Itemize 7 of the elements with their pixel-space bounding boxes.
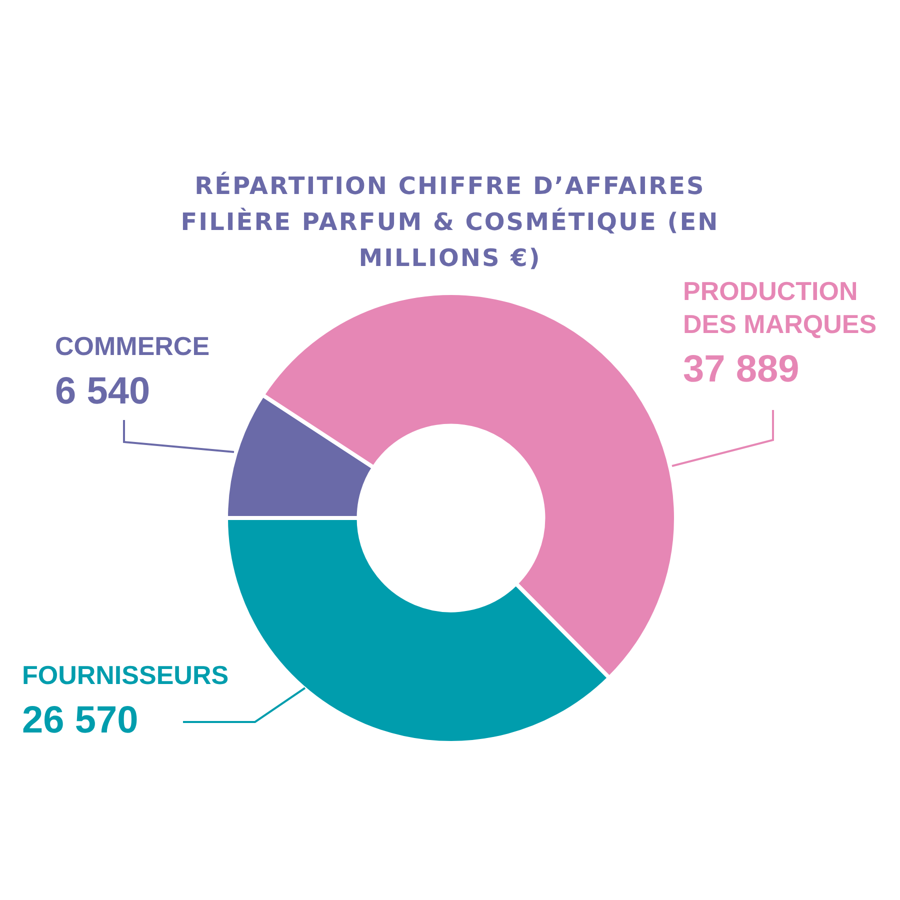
data-label: 26 570 [22,699,138,742]
slice-label: PRODUCTION DES MARQUES [683,276,877,340]
data-label: 6 540 [55,370,150,412]
slice-label: FOURNISSEURS [22,660,229,690]
data-label: 37 889 [683,348,800,390]
chart-title: RÉPARTITION CHIFFRE D’AFFAIRES FILIÈRE PARFUM & COSMÉTIQUE (EN MILLIONS €) [180,170,720,274]
slice-label: COMMERCE [55,331,210,362]
